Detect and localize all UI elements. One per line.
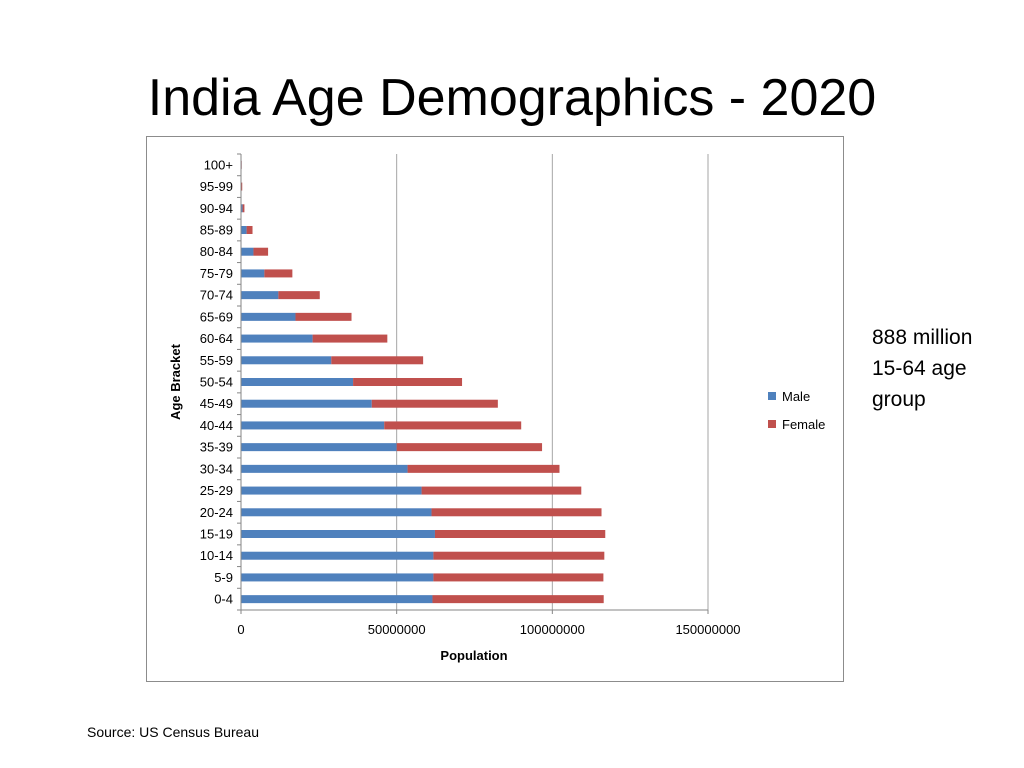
- x-tick-label: 50000000: [368, 622, 426, 637]
- bar-female: [278, 291, 320, 300]
- bar-male: [241, 378, 354, 386]
- y-tick-label: 0-4: [214, 592, 233, 607]
- chart-frame: [146, 136, 844, 682]
- bar-male: [241, 595, 433, 604]
- bar-female: [246, 226, 253, 234]
- bar-female: [264, 269, 293, 278]
- bar-male: [241, 204, 243, 213]
- bar-female: [432, 595, 604, 604]
- axis-labels: 0-4 5-9 10-14 15-19 20-24 25-29 30-34 35-39 40-4…: [168, 157, 741, 663]
- bar-female: [353, 378, 463, 386]
- population-pyramid-chart: 0-4 5-9 10-14 15-19 20-24 25-29 30-34 35-39 40-4…: [168, 153, 825, 663]
- bar-female: [295, 312, 352, 321]
- y-tick-label: 5-9: [214, 570, 233, 585]
- bar-male: [241, 291, 279, 300]
- legend-swatch-male: [768, 392, 776, 400]
- bar-female: [407, 464, 560, 473]
- bar-female: [242, 204, 245, 213]
- bar-female: [433, 551, 605, 560]
- legend-label-female: Female: [782, 417, 825, 432]
- y-tick-label: 45-49: [200, 396, 233, 411]
- y-tick-label: 80-84: [200, 244, 233, 259]
- bar-male: [241, 486, 422, 495]
- y-tick-label: 35-39: [200, 440, 233, 455]
- bar-female: [371, 399, 498, 408]
- bar-male: [241, 356, 332, 365]
- bar-male: [241, 443, 397, 452]
- y-tick-label: 50-54: [200, 375, 233, 390]
- note-line: 15-64 age: [872, 357, 967, 380]
- bar-female: [434, 530, 606, 538]
- x-tick-label: 100000000: [520, 622, 585, 637]
- bar-male: [241, 530, 435, 538]
- y-tick-label: 100+: [204, 157, 233, 172]
- bar-male: [241, 508, 432, 517]
- bar-male: [241, 226, 247, 234]
- y-tick-label: 95-99: [200, 179, 233, 194]
- bar-male: [241, 399, 372, 408]
- y-tick-label: 55-59: [200, 353, 233, 368]
- annotation-note: 888 million 15-64 age group: [872, 322, 1012, 415]
- source-credit: Source: US Census Bureau: [87, 724, 259, 740]
- legend-swatch-female: [768, 420, 776, 428]
- bar-male: [241, 464, 408, 473]
- bar-male: [241, 551, 434, 560]
- y-axis-title: Age Bracket: [168, 343, 183, 420]
- y-tick-label: 40-44: [200, 418, 233, 433]
- x-axis-title: Population: [440, 648, 507, 663]
- bar-male: [241, 573, 434, 582]
- bar-female: [384, 421, 522, 430]
- bar-male: [241, 421, 385, 430]
- bar-female: [253, 247, 269, 256]
- y-tick-label: 25-29: [200, 483, 233, 498]
- bar-female: [421, 486, 582, 495]
- y-tick-label: 75-79: [200, 266, 233, 281]
- bar-female: [433, 573, 604, 582]
- y-tick-label: 30-34: [200, 461, 233, 476]
- x-tick-label: 150000000: [675, 622, 740, 637]
- bar-female: [331, 356, 424, 365]
- y-tick-label: 70-74: [200, 288, 233, 303]
- bar-female: [312, 334, 388, 343]
- legend-label-male: Male: [782, 389, 810, 404]
- axes: [237, 153, 709, 614]
- y-tick-label: 90-94: [200, 201, 233, 216]
- bar-female: [396, 443, 543, 452]
- bar-male: [241, 269, 265, 278]
- bar-male: [241, 334, 313, 343]
- note-line: 888 million: [872, 326, 973, 349]
- y-tick-label: 60-64: [200, 331, 233, 346]
- y-tick-label: 65-69: [200, 309, 233, 324]
- bar-male: [241, 247, 254, 256]
- bars: [241, 160, 606, 604]
- legend: Male Female: [768, 389, 825, 432]
- bar-female: [241, 182, 243, 191]
- x-tick-label: 0: [237, 622, 244, 637]
- y-tick-label: 10-14: [200, 548, 233, 563]
- y-tick-label: 85-89: [200, 223, 233, 238]
- note-line: group: [872, 388, 926, 411]
- y-tick-label: 15-19: [200, 527, 233, 542]
- bar-male: [241, 312, 296, 321]
- bar-female: [431, 508, 602, 517]
- y-tick-label: 20-24: [200, 505, 233, 520]
- slide-title: India Age Demographics - 2020: [147, 69, 877, 127]
